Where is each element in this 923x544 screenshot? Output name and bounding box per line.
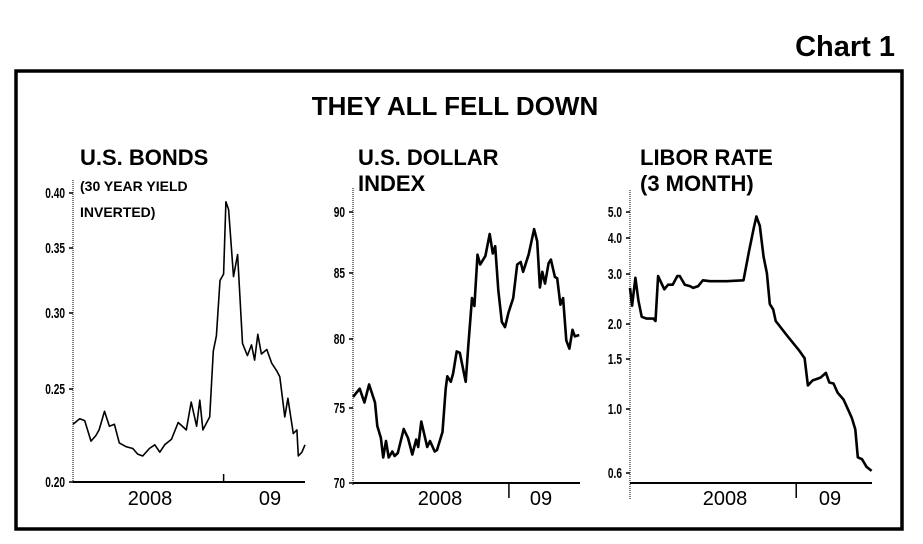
y-tick-label: 4.0 — [608, 229, 622, 247]
y-tick-label: 1.0 — [608, 400, 622, 418]
chart-number-label: Chart 1 — [795, 31, 895, 63]
y-tick-label: 70 — [334, 474, 345, 492]
series-line — [72, 201, 306, 457]
panel-subtitle: INDEX — [358, 171, 426, 196]
y-tick-label: 1.5 — [608, 350, 622, 368]
panel-title: U.S. DOLLAR — [358, 145, 499, 170]
y-tick-label: 90 — [334, 203, 345, 221]
panel-subtitle: (3 MONTH) — [640, 171, 754, 196]
panel-1: U.S. BONDS (30 YEAR YIELD INVERTED) 0.40 0.3… — [45, 145, 306, 510]
y-tick-label: 0.30 — [45, 304, 65, 322]
x-tick-label: 09 — [819, 488, 841, 510]
x-tick-label: 09 — [259, 488, 281, 510]
panel-title: U.S. BONDS — [80, 145, 208, 170]
y-tick-label: 0.20 — [45, 473, 65, 491]
x-tick-label: 2008 — [703, 488, 748, 510]
y-tick-label: 5.0 — [608, 203, 622, 221]
y-tick-label: 2.0 — [608, 315, 622, 333]
y-tick-label: 0.25 — [45, 380, 65, 398]
panel-subtitle: INVERTED) — [80, 204, 155, 220]
chart-frame — [14, 69, 904, 531]
x-tick-label: 2008 — [418, 488, 463, 510]
y-tick-label: 75 — [334, 399, 345, 417]
x-tick-label: 2008 — [128, 488, 173, 510]
panel-title: LIBOR RATE — [640, 145, 773, 170]
main-title: THEY ALL FELL DOWN — [312, 91, 598, 121]
series-line — [351, 227, 580, 459]
y-tick-label: 3.0 — [608, 265, 622, 283]
panel-subtitle: (30 YEAR YIELD — [80, 178, 188, 194]
y-tick-label: 80 — [334, 330, 345, 348]
y-tick-label: 0.40 — [45, 184, 65, 202]
series-line — [628, 215, 873, 472]
y-tick-label: 0.6 — [608, 464, 622, 482]
y-tick-label: 0.35 — [45, 239, 65, 257]
panel-3: LIBOR RATE(3 MONTH) 5.0 4.0 3.0 2.0 1.5 1.0 0.6… — [608, 145, 873, 510]
y-tick-label: 85 — [334, 264, 345, 282]
x-tick-label: 09 — [530, 488, 552, 510]
